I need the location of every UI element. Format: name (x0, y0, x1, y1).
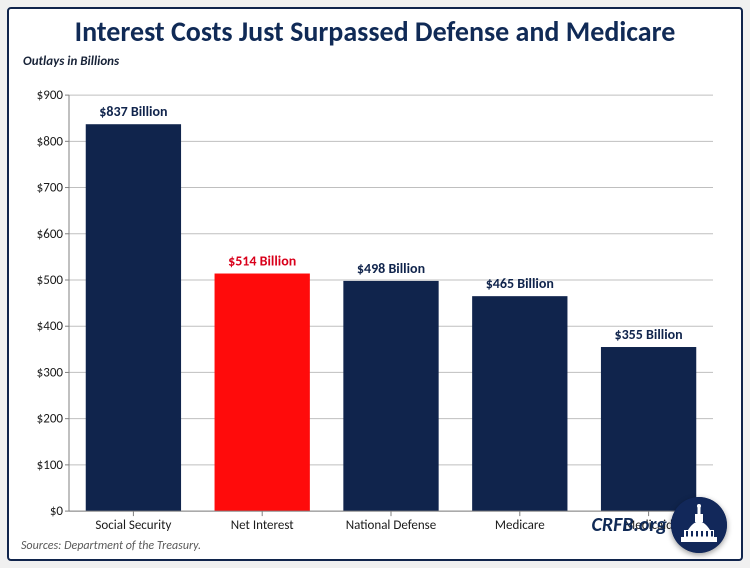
bar (472, 296, 567, 511)
svg-text:$900: $900 (37, 88, 64, 103)
svg-text:$500: $500 (37, 273, 64, 288)
bar-value-label: $837 Billion (99, 103, 167, 120)
bar-value-label: $514 Billion (228, 252, 296, 269)
svg-text:$200: $200 (37, 411, 64, 426)
crfb-logo-icon (671, 497, 727, 553)
bar (86, 124, 181, 511)
bar-value-label: $498 Billion (357, 260, 425, 277)
bar (343, 281, 438, 511)
chart-card: Interest Costs Just Surpassed Defense an… (7, 7, 743, 561)
bar (601, 347, 696, 511)
attribution: CRFB.org (591, 497, 727, 553)
y-axis-title: Outlays in Billions (23, 54, 741, 69)
bar (215, 273, 310, 511)
page-title: Interest Costs Just Surpassed Defense an… (9, 17, 741, 48)
svg-text:$800: $800 (37, 134, 64, 149)
bar-category-label: Net Interest (231, 518, 295, 533)
svg-text:$300: $300 (37, 365, 64, 380)
bar-category-label: Medicare (495, 518, 545, 533)
bar-value-label: $465 Billion (486, 275, 554, 292)
svg-text:$100: $100 (37, 458, 64, 473)
bar-category-label: Social Security (95, 518, 171, 533)
svg-text:$600: $600 (37, 227, 64, 242)
svg-text:$0: $0 (50, 504, 64, 519)
bar-category-label: National Defense (346, 518, 436, 533)
svg-text:$400: $400 (37, 319, 64, 334)
bar-value-label: $355 Billion (614, 326, 682, 343)
bar-chart: $0 $100 $200 $300 $400 $500 $600 $700 $800 $900 $8… (23, 71, 719, 539)
attribution-text: CRFB.org (591, 513, 667, 537)
svg-text:$700: $700 (37, 180, 64, 195)
chart-area: $0 $100 $200 $300 $400 $500 $600 $700 $800 $900 $8… (23, 71, 719, 539)
